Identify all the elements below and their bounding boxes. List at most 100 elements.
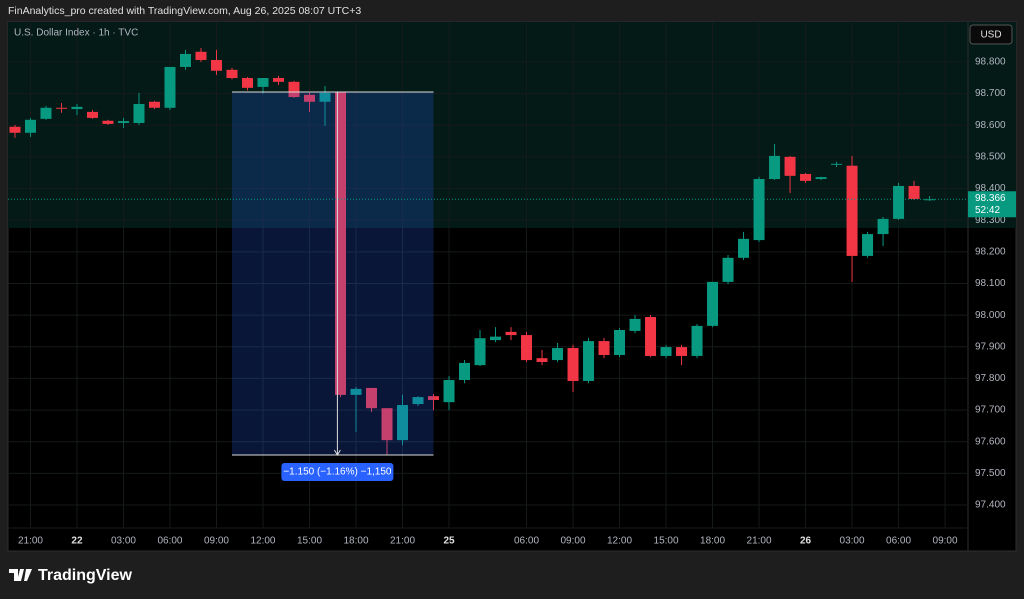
- candle-body: [753, 179, 765, 241]
- candle-body: [490, 336, 502, 341]
- candle-body: [614, 330, 626, 356]
- y-tick-label: 97.700: [975, 405, 1006, 416]
- x-tick-label: 12:00: [250, 536, 275, 547]
- candle-body: [9, 126, 21, 133]
- candle-body: [567, 348, 579, 381]
- candle-body: [443, 380, 455, 403]
- measure-label: −1.150 (−1.16%) −1,150: [283, 467, 392, 478]
- candle-body: [738, 238, 750, 258]
- candle-body: [893, 185, 905, 219]
- candle-body: [862, 234, 874, 256]
- candle-body: [350, 388, 362, 395]
- candle-body: [521, 335, 533, 361]
- x-tick-label: 18:00: [343, 536, 368, 547]
- y-tick-label: 98.400: [975, 183, 1006, 194]
- y-tick-label: 97.400: [975, 500, 1006, 511]
- candle-body: [598, 341, 610, 356]
- candle-body: [164, 66, 176, 108]
- y-tick-label: 98.600: [975, 120, 1006, 131]
- symbol-title: U.S. Dollar Index · 1h · TVC: [14, 28, 138, 39]
- candle-body: [195, 51, 207, 60]
- y-tick-label: 98.000: [975, 310, 1006, 321]
- currency[interactable]: USD: [980, 30, 1001, 41]
- x-tick-label: 21:00: [747, 536, 772, 547]
- x-tick-label: 22: [71, 536, 83, 547]
- candle-body: [815, 177, 827, 180]
- brand: TradingView: [38, 567, 133, 584]
- last-price-box: [968, 191, 1016, 218]
- x-tick-label: 03:00: [840, 536, 865, 547]
- countdown: 52:42: [975, 205, 1000, 216]
- x-tick-label: 25: [443, 536, 455, 547]
- candle-body: [691, 325, 703, 356]
- candle-body: [877, 218, 889, 235]
- last-price: 98.366: [975, 193, 1006, 204]
- candle-body: [304, 94, 316, 102]
- candle-body: [583, 341, 595, 381]
- y-tick-label: 98.700: [975, 88, 1006, 99]
- x-tick-label: 03:00: [111, 536, 136, 547]
- x-tick-label: 06:00: [514, 536, 539, 547]
- candle-body: [552, 348, 564, 361]
- y-tick-label: 97.900: [975, 341, 1006, 352]
- candle-body: [210, 59, 222, 71]
- y-tick-label: 97.500: [975, 468, 1006, 479]
- y-tick-label: 98.200: [975, 246, 1006, 257]
- candle-body: [908, 185, 920, 199]
- candle-body: [722, 257, 734, 282]
- candle-body: [102, 120, 114, 124]
- x-tick-label: 15:00: [297, 536, 322, 547]
- candle-body: [226, 69, 238, 79]
- measure-arrowhead: [333, 449, 341, 457]
- candle-body: [412, 397, 424, 405]
- x-tick-label: 26: [800, 536, 812, 547]
- candle-body: [474, 338, 486, 366]
- x-tick-label: 15:00: [654, 536, 679, 547]
- candle-body: [846, 165, 858, 256]
- x-tick-label: 09:00: [204, 536, 229, 547]
- candle-body: [24, 119, 36, 133]
- candle-body: [319, 92, 331, 102]
- candle-body: [148, 101, 160, 108]
- candle-body: [397, 405, 409, 441]
- x-tick-label: 21:00: [390, 536, 415, 547]
- candle-body: [71, 106, 83, 110]
- y-tick-label: 98.100: [975, 278, 1006, 289]
- candle-body: [272, 78, 284, 82]
- x-tick-label: 18:00: [700, 536, 725, 547]
- y-tick-label: 97.600: [975, 436, 1006, 447]
- x-tick-label: 06:00: [886, 536, 911, 547]
- x-tick-label: 06:00: [157, 536, 182, 547]
- candle-body: [179, 53, 191, 67]
- candle-body: [381, 408, 393, 441]
- candle-body: [288, 81, 300, 98]
- candle-body: [86, 111, 98, 118]
- candle-body: [55, 107, 67, 109]
- currency-button[interactable]: [969, 24, 1013, 45]
- y-tick-label: 98.800: [975, 57, 1006, 68]
- candle-body: [645, 317, 657, 356]
- candle-body: [660, 347, 672, 356]
- y-tick-label: 98.300: [975, 215, 1006, 226]
- x-tick-label: 09:00: [933, 536, 958, 547]
- logo-icon: [9, 569, 32, 581]
- measure-label-box: [281, 463, 394, 482]
- measure-box: [231, 91, 434, 456]
- x-tick-label: 09:00: [561, 536, 586, 547]
- y-tick-label: 98.500: [975, 151, 1006, 162]
- candle-body: [133, 103, 145, 123]
- x-tick-label: 21:00: [18, 536, 43, 547]
- candle-body: [366, 387, 378, 409]
- candle-body: [676, 347, 688, 356]
- candle-body: [707, 281, 719, 326]
- candle-body: [784, 156, 796, 176]
- x-tick-label: 12:00: [607, 536, 632, 547]
- candle-body: [335, 91, 347, 395]
- candle-body: [459, 362, 471, 381]
- candle-body: [800, 173, 812, 181]
- candle-body: [831, 163, 843, 165]
- candle-body: [117, 121, 129, 123]
